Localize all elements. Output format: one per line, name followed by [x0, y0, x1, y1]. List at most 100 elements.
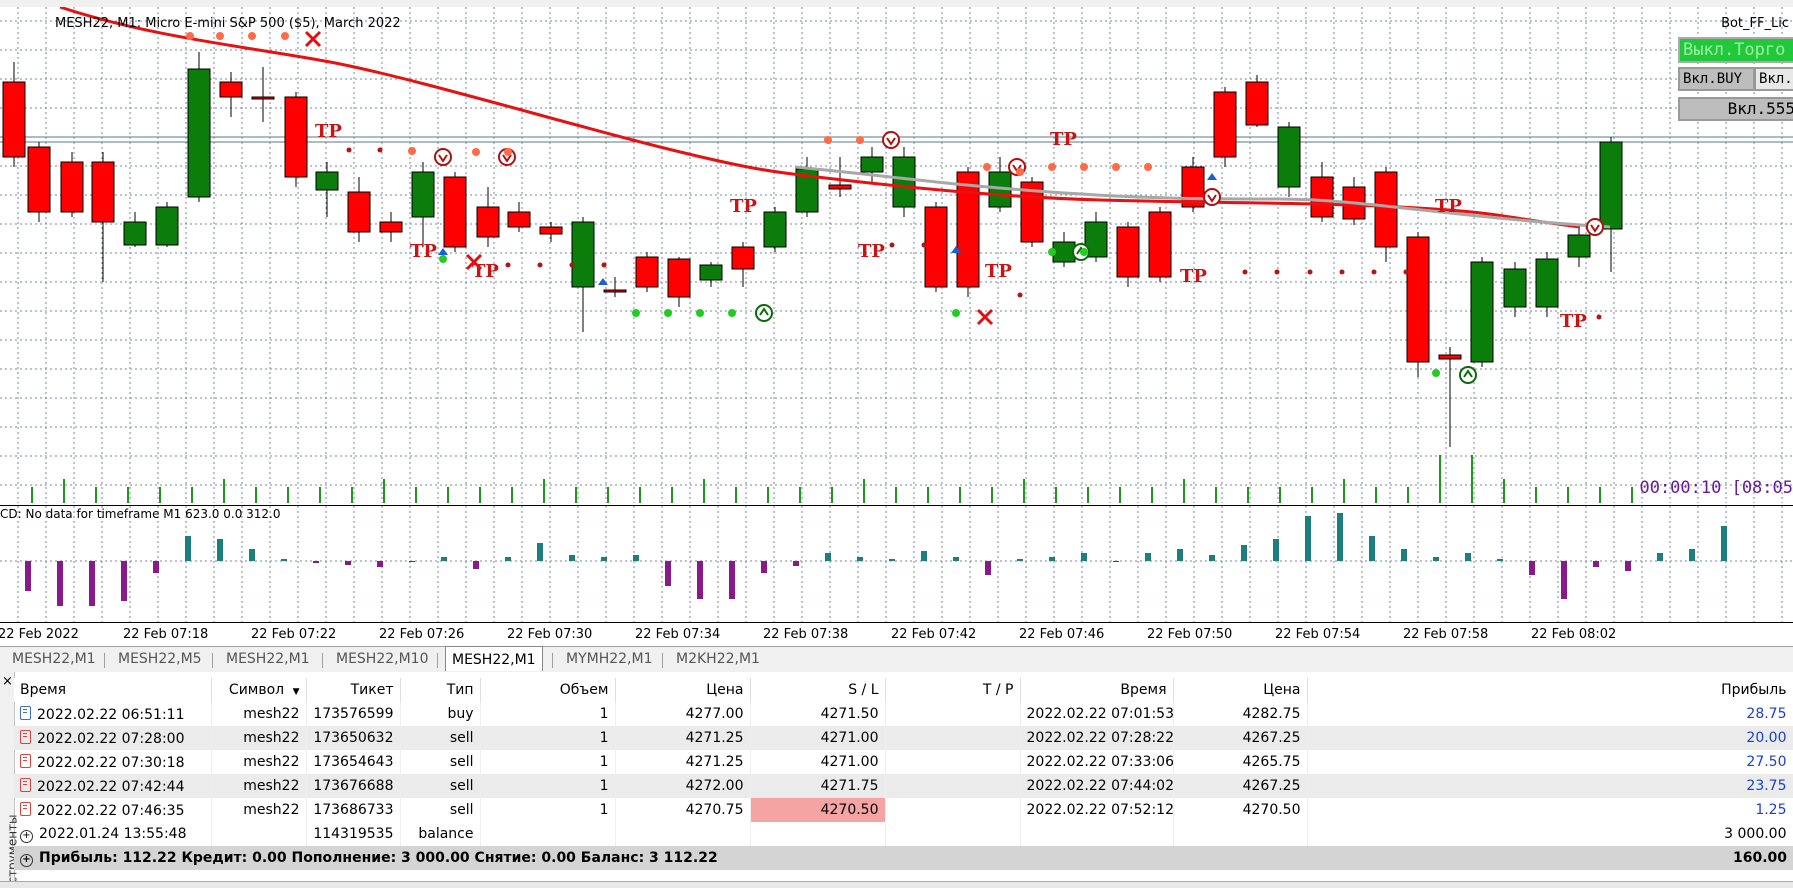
candle-body-bear	[1438, 354, 1462, 360]
chart-tab[interactable]: MESH22,M1	[445, 646, 543, 671]
col-header-close-time[interactable]: Время	[1020, 678, 1174, 702]
candle-body-bull	[892, 156, 916, 208]
level-dot	[889, 242, 895, 248]
candle-body-bear	[476, 206, 500, 238]
expand-icon[interactable]: +	[20, 853, 33, 867]
candle-body-bear	[828, 184, 852, 190]
cell-open_time: 2022.02.22 07:46:35	[14, 798, 212, 822]
histogram-bar	[505, 557, 511, 561]
cell-open_time-text: 2022.02.22 07:42:44	[37, 778, 185, 795]
account-summary: Прибыль: 112.22 Кредит: 0.00 Пополнение:…	[39, 849, 718, 866]
candle-body-bull	[1599, 141, 1623, 230]
col-header-volume[interactable]: Объем	[480, 678, 616, 702]
tp-label: TP	[315, 121, 342, 142]
tp-label: TP	[1050, 129, 1077, 150]
col-header-time[interactable]: Время	[14, 678, 212, 702]
cell-volume-text: 1	[599, 778, 609, 794]
terminal-panel: × струменты Время Символ ▼ Тикет Тип Объ…	[0, 672, 1793, 887]
col-header-profit[interactable]: Прибыль	[1307, 678, 1793, 702]
cell-price-text: 4272.00	[685, 778, 744, 794]
chart-tab[interactable]: MESH22,M1	[226, 651, 310, 667]
tab-separator	[552, 653, 553, 668]
cell-price-text: 4270.75	[685, 802, 744, 818]
histogram-bar	[1465, 553, 1471, 561]
tab-separator	[104, 653, 105, 668]
candle	[284, 92, 308, 187]
on-555-button[interactable]: Вкл.555	[1678, 97, 1793, 121]
sell-order-icon	[20, 753, 31, 768]
indicator-subwindow[interactable]	[0, 505, 1793, 623]
chart-tab[interactable]: MYMH22,M1	[566, 651, 653, 667]
time-axis-label: 22 Feb 07:58	[1403, 627, 1489, 642]
col-header-sl[interactable]: S / L	[750, 678, 886, 702]
col-header-symbol[interactable]: Символ ▼	[211, 678, 307, 702]
candle-body-bull	[1277, 126, 1301, 188]
candle	[1310, 162, 1334, 222]
cell-close_time: 2022.02.22 07:28:22	[1020, 726, 1174, 750]
candle	[1374, 167, 1398, 262]
cell-type-text: sell	[449, 754, 474, 770]
table-row[interactable]: 2022.02.22 07:28:00 mesh22 173650632 sell 1 4…	[14, 726, 1793, 750]
cell-open_time: 2022.02.22 07:28:00	[14, 726, 212, 750]
cell-close_time-text: 2022.02.22 07:44:02	[1026, 778, 1173, 794]
balance-row[interactable]: +2022.01.24 13:55:48 114319535 balance 3 00…	[14, 822, 1793, 846]
stop-dot	[248, 32, 256, 40]
candle-body-bull	[1535, 258, 1559, 308]
tab-separator	[212, 653, 213, 668]
col-header-symbol-label: Символ	[228, 682, 285, 698]
stop-dot	[1112, 163, 1120, 171]
chart-tab[interactable]: MESH22,M1	[12, 651, 96, 667]
candle-body-bear	[347, 191, 371, 233]
candle-body-bear	[27, 146, 51, 213]
chart-tab[interactable]: M2KH22,M1	[676, 651, 760, 667]
cell-symbol: mesh22	[211, 750, 307, 774]
col-header-type[interactable]: Тип	[400, 678, 481, 702]
candle	[1148, 207, 1172, 282]
chart-tab[interactable]: MESH22,M10	[336, 651, 429, 667]
chart-title: MESH22, M1: Micro E-mini S&P 500 ($5), M…	[55, 16, 401, 31]
cell-ticket-text: 173650632	[313, 730, 394, 746]
cell-symbol: mesh22	[211, 702, 307, 726]
level-dot	[921, 242, 927, 248]
cell-sl: 4271.50	[750, 702, 886, 726]
candle	[2, 62, 26, 167]
histogram-bar	[57, 561, 63, 606]
table-row[interactable]: 2022.02.22 07:42:44 mesh22 173676688 sell 1 4…	[14, 774, 1793, 798]
candle	[1535, 252, 1559, 317]
sell-signal-arrow	[1590, 224, 1600, 233]
col-header-tp[interactable]: T / P	[885, 678, 1021, 702]
cell-volume: 1	[480, 726, 616, 750]
time-axis-label: 22 Feb 07:18	[123, 627, 209, 642]
histogram-bar	[249, 549, 255, 561]
table-row[interactable]: 2022.02.22 07:46:35 mesh22 173686733 sell 1 4…	[14, 798, 1793, 822]
candle-body-bear	[1310, 176, 1334, 218]
cell-price: 4270.75	[615, 798, 751, 822]
sell-on-button[interactable]: Вкл.	[1754, 67, 1793, 91]
col-header-ticket[interactable]: Тикет	[306, 678, 401, 702]
balance-type: balance	[418, 826, 474, 842]
candle-body-bear	[1374, 171, 1398, 248]
candle-body-bear	[635, 256, 659, 288]
col-header-close-price[interactable]: Цена	[1173, 678, 1308, 702]
time-axis-label: 22 Feb 07:50	[1147, 627, 1233, 642]
expand-icon[interactable]: +	[20, 829, 33, 843]
close-mark-icon	[976, 308, 994, 326]
candle-body-bear	[91, 161, 115, 223]
table-row[interactable]: 2022.02.22 06:51:11 mesh22 173576599 buy 1 42…	[14, 702, 1793, 726]
histogram-bar	[1177, 549, 1183, 561]
sell-signal-arrow	[502, 154, 512, 163]
table-row[interactable]: 2022.02.22 07:30:18 mesh22 173654643 sell 1 4…	[14, 750, 1793, 774]
cell-sl: 4271.75	[750, 774, 886, 798]
cell-close_time-text: 2022.02.22 07:52:12	[1026, 802, 1173, 818]
col-header-price[interactable]: Цена	[615, 678, 751, 702]
chart-tab[interactable]: MESH22,M5	[118, 651, 202, 667]
level-dot	[1274, 269, 1280, 275]
candle	[699, 262, 723, 287]
buy-on-button[interactable]: Вкл.BUY	[1678, 67, 1755, 91]
price-chart[interactable]: TP TP TP TP TP TP TP TP TP TP	[0, 5, 1793, 503]
trade-off-button[interactable]: Выкл.Торго	[1678, 37, 1793, 63]
cell-close_price: 4265.75	[1173, 750, 1308, 774]
close-icon[interactable]: ×	[2, 674, 13, 689]
stop-dot	[408, 147, 416, 155]
cell-close_price-text: 4267.25	[1242, 778, 1301, 794]
